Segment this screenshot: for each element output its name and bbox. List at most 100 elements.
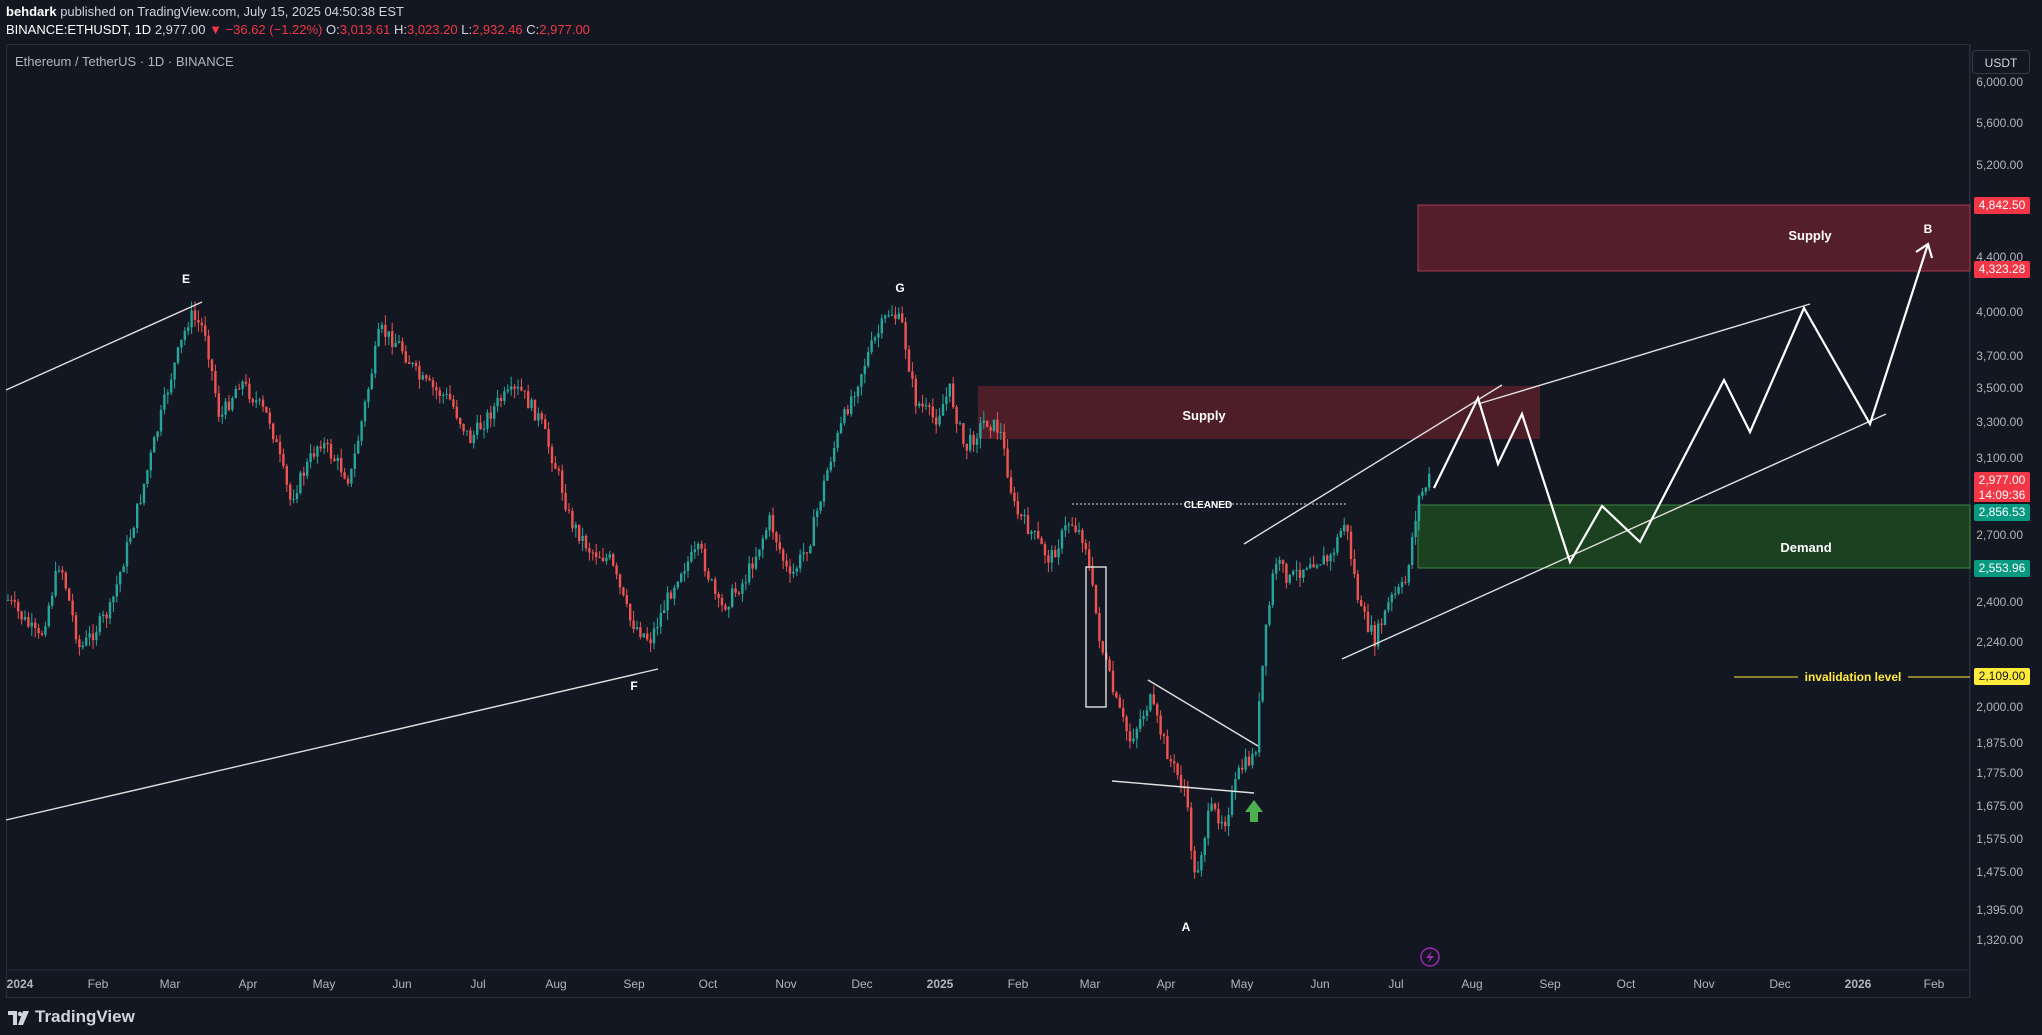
candle-body bbox=[1142, 716, 1145, 720]
candle-body bbox=[1292, 571, 1295, 575]
candle-body bbox=[608, 554, 611, 558]
candle-body bbox=[884, 315, 887, 319]
candle-body bbox=[142, 483, 146, 503]
candle-body bbox=[108, 602, 112, 619]
candle-body bbox=[564, 492, 567, 510]
consolidation-box[interactable] bbox=[1085, 566, 1107, 708]
chart-legend-title[interactable]: Ethereum / TetherUS · 1D · BINANCE bbox=[15, 54, 234, 69]
candle-body bbox=[1261, 665, 1264, 702]
wedge-upper-line[interactable] bbox=[1147, 679, 1259, 747]
candle-body bbox=[190, 310, 193, 328]
candle-body bbox=[17, 601, 20, 612]
candle-body bbox=[557, 468, 560, 471]
candle-body bbox=[809, 545, 812, 553]
candle-body bbox=[1139, 719, 1142, 729]
candle-body bbox=[510, 386, 513, 390]
candle-body bbox=[1003, 431, 1006, 449]
candle-body bbox=[1390, 594, 1393, 603]
time-tick-label: Feb bbox=[1924, 977, 1945, 991]
chart-header: behdark published on TradingView.com, Ju… bbox=[0, 0, 2042, 42]
supply-zone-lower[interactable] bbox=[978, 386, 1540, 439]
candle-body bbox=[88, 633, 91, 638]
candle-body bbox=[635, 627, 639, 630]
price-axis[interactable]: 6,000.00 5,600.00 5,200.00 4,400.00 4,000.00… bbox=[1976, 75, 2023, 947]
candle-body bbox=[125, 542, 129, 567]
candle-body bbox=[547, 429, 550, 447]
candle-body bbox=[700, 543, 703, 549]
candle-body bbox=[98, 615, 101, 633]
candle-body bbox=[1312, 564, 1315, 568]
candle-body bbox=[962, 423, 965, 444]
candle-body bbox=[394, 342, 397, 348]
candle-body bbox=[792, 571, 795, 574]
candle-body bbox=[299, 472, 302, 494]
symbol-label: BINANCE:ETHUSDT, 1D bbox=[6, 22, 152, 37]
candle-body bbox=[731, 588, 734, 607]
candle-body bbox=[217, 393, 220, 417]
lightning-icon[interactable] bbox=[1420, 947, 1440, 967]
candle-body bbox=[1207, 810, 1210, 839]
candle-body bbox=[1026, 514, 1030, 534]
author-name[interactable]: behdark bbox=[6, 4, 57, 19]
trendline-f[interactable] bbox=[5, 668, 659, 821]
trendline-e[interactable] bbox=[5, 301, 203, 391]
candle-body bbox=[312, 453, 316, 457]
candle-body bbox=[442, 394, 445, 396]
candle-body bbox=[612, 554, 615, 566]
candle-body bbox=[197, 319, 200, 323]
candle-body bbox=[401, 341, 404, 352]
candle-body bbox=[1128, 731, 1132, 742]
time-axis[interactable]: 2024 Feb Mar Apr May Jun Jul Aug Sep Oct Nov Dec 202… bbox=[7, 977, 1945, 991]
candle-body bbox=[241, 381, 244, 389]
ohlc-line: BINANCE:ETHUSDT, 1D 2,977.00 ▼ −36.62 (−… bbox=[6, 22, 590, 37]
candle-body bbox=[622, 587, 625, 596]
candle-body bbox=[302, 472, 305, 476]
channel-upper-long[interactable] bbox=[1477, 303, 1811, 405]
candle-body bbox=[1081, 530, 1084, 544]
candle-body bbox=[659, 613, 662, 627]
candle-body bbox=[601, 557, 605, 562]
high-value: 3,023.20 bbox=[406, 22, 458, 37]
wedge-lower-line[interactable] bbox=[1111, 780, 1255, 794]
candle-body bbox=[231, 398, 234, 410]
candle-body bbox=[353, 453, 356, 469]
time-tick-label: Sep bbox=[623, 977, 645, 991]
candle-body bbox=[1169, 759, 1172, 762]
candle-body bbox=[880, 318, 883, 334]
candle-body bbox=[890, 314, 894, 316]
price-tick-label: 5,200.00 bbox=[1976, 158, 2023, 172]
candle-body bbox=[387, 331, 390, 337]
channel-upper-short[interactable] bbox=[1243, 384, 1503, 545]
supply-zone-upper[interactable] bbox=[1417, 204, 1971, 272]
candle-body bbox=[748, 563, 751, 583]
candle-body bbox=[1336, 537, 1339, 553]
candle-body bbox=[1064, 525, 1067, 531]
demand-zone[interactable] bbox=[1417, 504, 1971, 569]
candle-body bbox=[979, 422, 982, 439]
candle-body bbox=[34, 622, 37, 628]
projection-path[interactable] bbox=[1433, 243, 1930, 565]
candle-body bbox=[870, 340, 873, 353]
tradingview-logo[interactable]: TradingView bbox=[8, 1007, 135, 1027]
price-tick-label: 2,400.00 bbox=[1976, 595, 2023, 609]
candle-body bbox=[846, 409, 849, 414]
candle-body bbox=[1084, 543, 1087, 550]
candle-body bbox=[853, 396, 856, 398]
candle-body bbox=[1377, 623, 1380, 647]
candle-body bbox=[472, 434, 475, 444]
candle-body bbox=[64, 572, 67, 589]
candle-body bbox=[411, 362, 414, 365]
time-tick-label: Jun bbox=[1310, 977, 1329, 991]
candle-body bbox=[207, 335, 210, 360]
tag-last-price: 2,977.00 bbox=[1974, 472, 2030, 489]
low-value: 2,932.46 bbox=[472, 22, 523, 37]
candle-body bbox=[1254, 752, 1257, 754]
candle-body bbox=[44, 626, 47, 635]
time-tick-label: Aug bbox=[1461, 977, 1482, 991]
currency-selector[interactable]: USDT bbox=[1972, 50, 2030, 74]
price-chart[interactable]: E F G A B Supply Supply Demand CLEANED i… bbox=[0, 0, 2042, 1000]
candle-body bbox=[238, 388, 241, 390]
candle-body bbox=[839, 423, 843, 433]
channel-lower[interactable] bbox=[1341, 413, 1887, 660]
candle-body bbox=[95, 632, 98, 641]
